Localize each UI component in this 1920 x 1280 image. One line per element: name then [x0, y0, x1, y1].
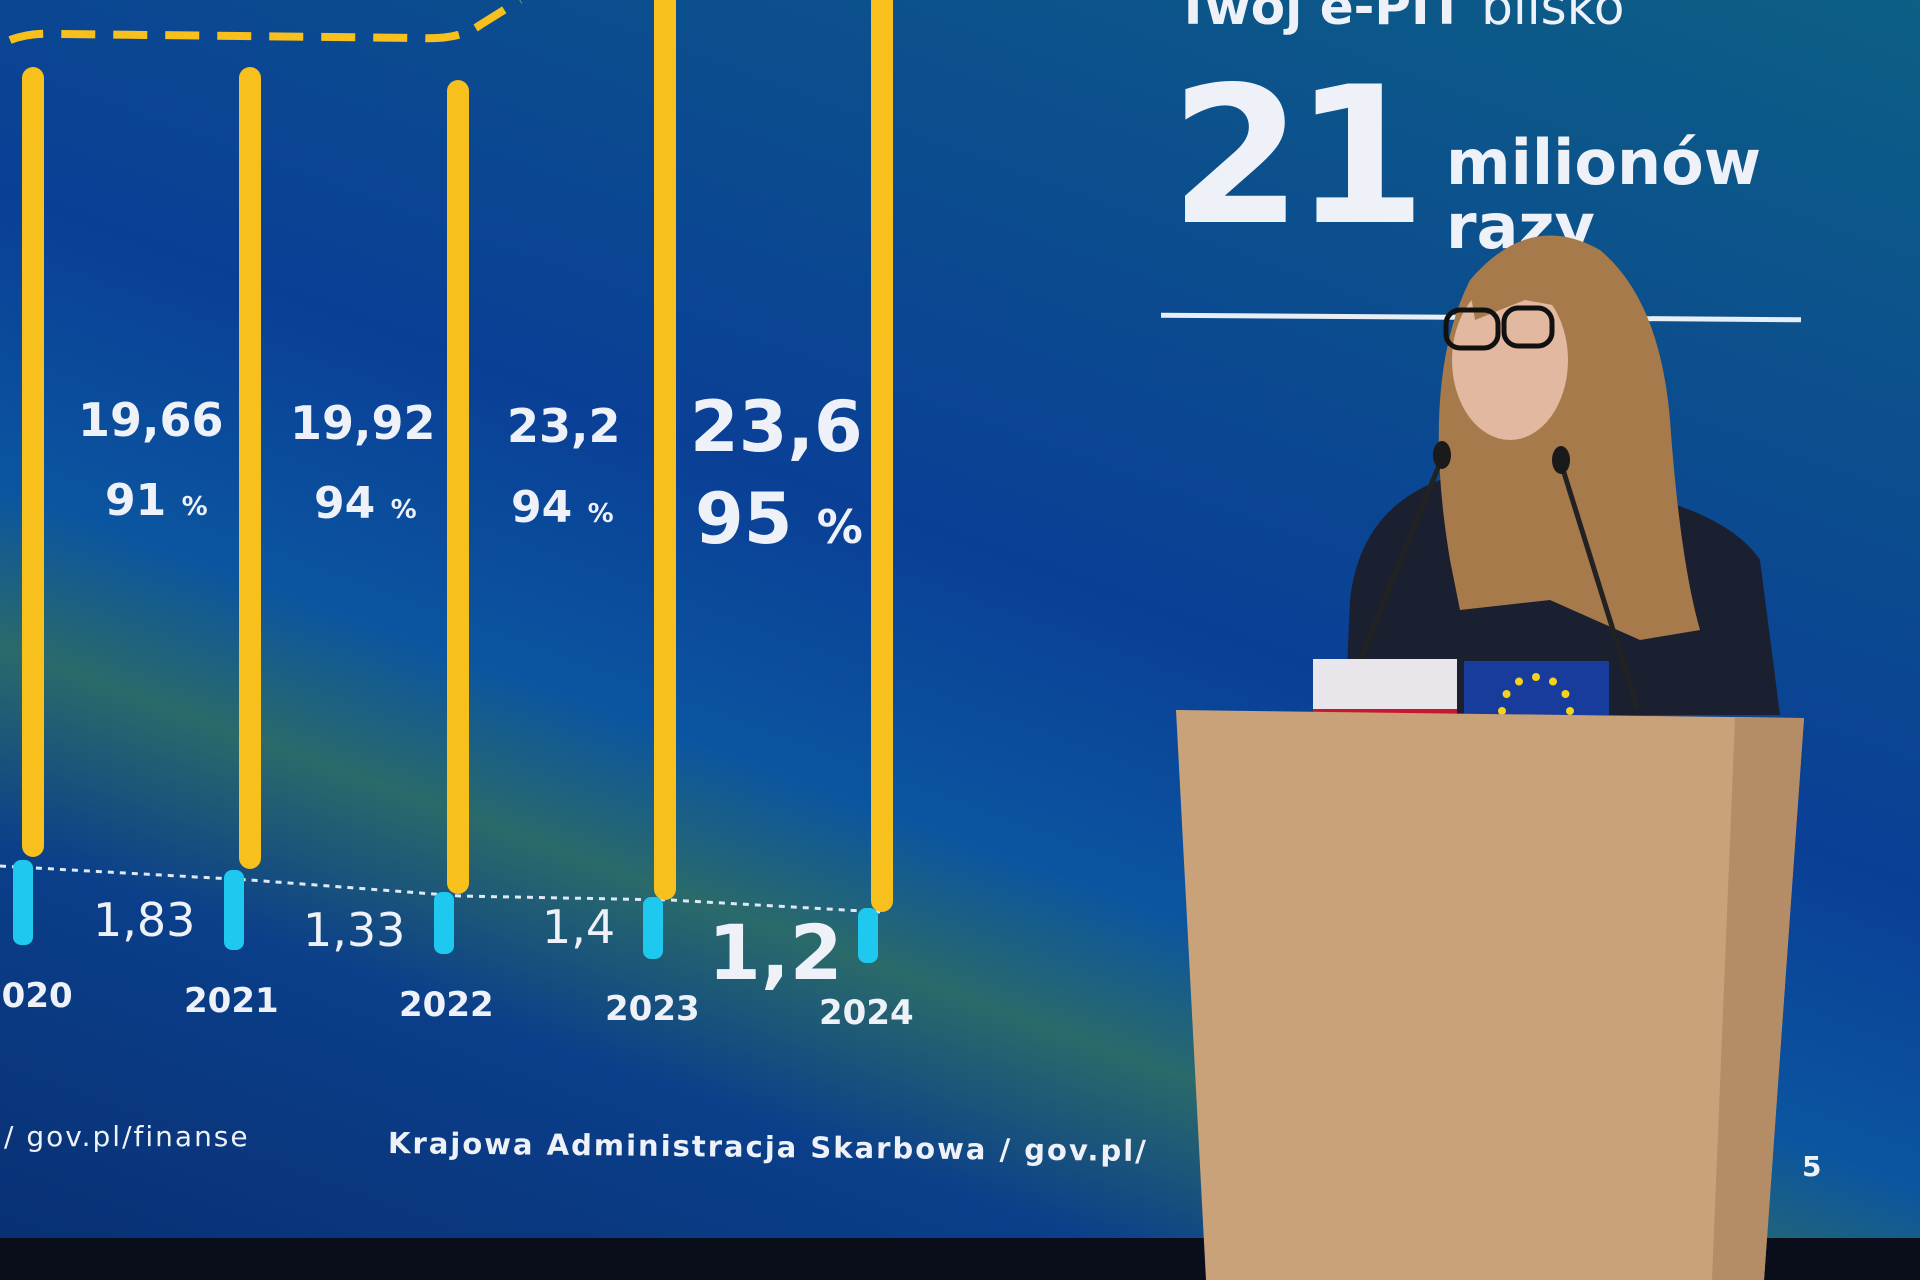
lower-value-2023: 1,4 [542, 900, 616, 954]
upper-value-2022: 19,92 [290, 396, 436, 450]
page-number: 5 [1802, 1150, 1822, 1183]
eu-star-icon [1566, 707, 1574, 715]
percent-2024: 95 % [695, 478, 863, 560]
speaker [1345, 235, 1780, 715]
microphones [1357, 441, 1641, 711]
white-dotted-line [0, 864, 881, 914]
percent-2022: 94 % [314, 478, 417, 529]
lower-bar-2024 [858, 908, 878, 963]
percent-2021: 91 % [105, 475, 208, 526]
bar-2022 [447, 80, 469, 894]
headline: Twój e-PIT blisko [1176, 0, 1625, 36]
eu-star-icon [1561, 690, 1570, 698]
lower-bar-2023 [643, 897, 663, 959]
bar-2023 [654, 0, 676, 900]
lower-value-2021: 1,83 [93, 893, 196, 947]
year-2024: 2024 [819, 993, 914, 1033]
lower-bar-2020 [13, 860, 33, 945]
year-2023: 2023 [605, 989, 700, 1029]
eu-star-icon [1515, 677, 1523, 686]
lower-bar-2022 [434, 892, 454, 954]
year-2022: 2022 [399, 985, 494, 1025]
upper-value-2023: 23,2 [507, 399, 621, 453]
eu-star-icon [1498, 707, 1506, 715]
percent-2023: 94 % [511, 482, 614, 533]
lower-value-2022: 1,33 [303, 903, 406, 957]
year-2021: 2021 [184, 981, 279, 1021]
eu-star-icon [1549, 677, 1557, 686]
eu-star-icon [1532, 673, 1540, 681]
bar-2024 [871, 0, 893, 912]
lower-bar-2021 [224, 870, 244, 950]
upper-value-2021: 19,66 [78, 393, 224, 447]
lower-value-2024: 1,2 [708, 908, 843, 997]
eu-star-icon [1502, 690, 1511, 698]
bar-2021 [239, 67, 261, 869]
podium [1176, 710, 1804, 1280]
big-number: 21 [1170, 46, 1426, 267]
bar-2020 [22, 67, 44, 857]
yellow-dashed-line [8, 0, 523, 44]
upper-value-2024: 23,6 [690, 386, 863, 468]
footer-left: / gov.pl/finanse [4, 1120, 250, 1153]
big-unit-line1: milionów [1446, 126, 1761, 199]
